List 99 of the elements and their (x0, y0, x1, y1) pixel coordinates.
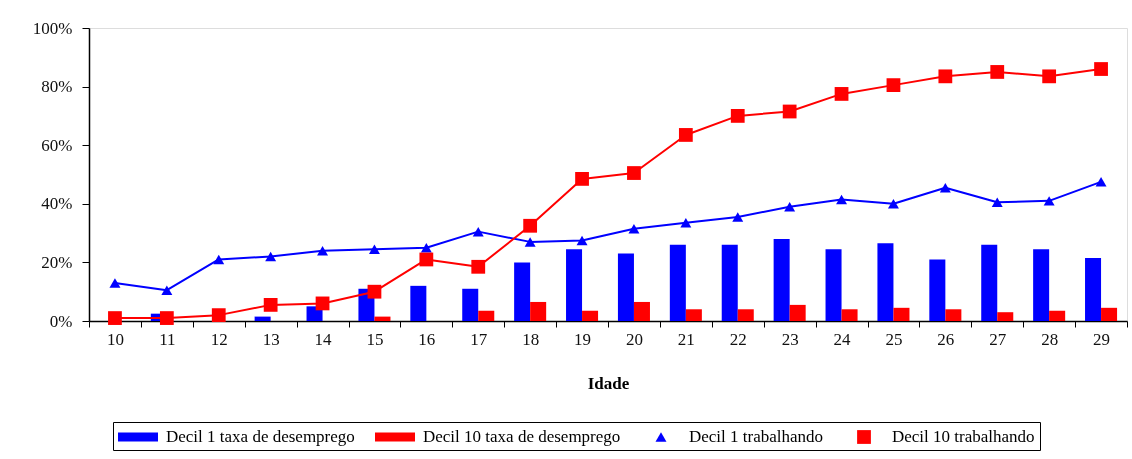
point (109, 278, 121, 288)
bar (929, 259, 946, 321)
point (678, 128, 693, 142)
point (472, 226, 484, 237)
point (836, 194, 848, 205)
point (159, 311, 174, 325)
bar (789, 304, 806, 321)
point (939, 182, 951, 193)
point (887, 199, 899, 209)
bar (893, 307, 910, 321)
x-tick-label: 22 (729, 329, 747, 349)
point (834, 87, 849, 101)
point (991, 197, 1003, 208)
point (886, 78, 901, 93)
bar (410, 285, 427, 321)
point (627, 166, 641, 180)
x-tick-label: 13 (262, 329, 280, 349)
bar (841, 309, 858, 321)
bar (254, 316, 271, 321)
x-tick-label: 26 (937, 329, 955, 349)
legend-label: Decil 10 taxa de desemprego (423, 427, 621, 446)
point (784, 201, 796, 212)
point (211, 308, 226, 323)
x-tick-label: 27 (989, 329, 1007, 349)
bar (1101, 307, 1118, 321)
bar (773, 238, 790, 321)
bar (721, 244, 738, 321)
x-tick-label: 12 (210, 329, 228, 349)
y-tick-label: 40% (41, 194, 73, 214)
bar (945, 309, 962, 321)
bar (633, 301, 650, 321)
point (213, 254, 225, 265)
y-tick-label: 100% (32, 18, 73, 38)
x-tick-label: 11 (159, 329, 176, 349)
bar (997, 312, 1014, 321)
y-tick-label: 80% (41, 77, 73, 97)
bar (462, 288, 479, 321)
point (471, 259, 486, 274)
point (420, 243, 432, 253)
y-tick-label: 20% (41, 252, 73, 272)
bar (1085, 258, 1102, 321)
bar (669, 244, 686, 321)
x-tick-label: 20 (625, 329, 643, 349)
point (1095, 177, 1107, 187)
bar (981, 244, 998, 321)
x-tick-label: 19 (574, 329, 592, 349)
point (367, 284, 382, 299)
point (161, 285, 173, 295)
x-tick-label: 24 (833, 329, 852, 349)
point (628, 223, 640, 234)
x-tick-label: 17 (470, 329, 488, 349)
bar (530, 301, 547, 321)
legend-label: Decil 10 trabalhando (892, 427, 1035, 446)
point (730, 109, 745, 123)
y-tick-label: 0% (49, 311, 73, 331)
x-axis-title: Idade (587, 373, 630, 393)
bar (582, 310, 599, 321)
point (317, 245, 329, 256)
x-tick-label: 10 (106, 329, 124, 349)
point (524, 237, 536, 247)
x-tick-label: 23 (781, 329, 799, 349)
point (523, 218, 538, 233)
bar (877, 243, 894, 321)
bar (566, 249, 583, 321)
bar (1033, 249, 1050, 321)
x-tick-label: 15 (366, 329, 384, 349)
point (1043, 196, 1055, 206)
bar (685, 309, 702, 321)
x-tick-label: 18 (522, 329, 540, 349)
point (680, 218, 692, 228)
point (575, 172, 589, 186)
bar (1049, 310, 1066, 321)
point (782, 104, 797, 119)
point (419, 252, 434, 267)
legend-label: Decil 1 trabalhando (689, 427, 824, 446)
x-tick-label: 25 (885, 329, 903, 349)
point (990, 65, 1005, 79)
point (576, 235, 588, 246)
point (108, 311, 122, 325)
point (263, 297, 278, 312)
point (1094, 62, 1108, 76)
x-tick-label: 29 (1093, 329, 1111, 349)
x-tick-label: 14 (314, 329, 333, 349)
x-tick-label: 21 (677, 329, 695, 349)
y-tick-label: 60% (41, 135, 73, 155)
x-tick-label: 28 (1041, 329, 1059, 349)
bar (374, 316, 391, 321)
bar (617, 253, 634, 321)
bar (478, 310, 495, 321)
x-tick-label: 16 (418, 329, 436, 349)
point (368, 244, 380, 254)
bar (737, 309, 754, 321)
point (1042, 69, 1057, 84)
point (938, 69, 953, 84)
bar (514, 262, 531, 321)
point (265, 251, 277, 262)
point (732, 212, 744, 222)
bar (825, 249, 842, 321)
legend-label: Decil 1 taxa de desemprego (166, 427, 355, 446)
